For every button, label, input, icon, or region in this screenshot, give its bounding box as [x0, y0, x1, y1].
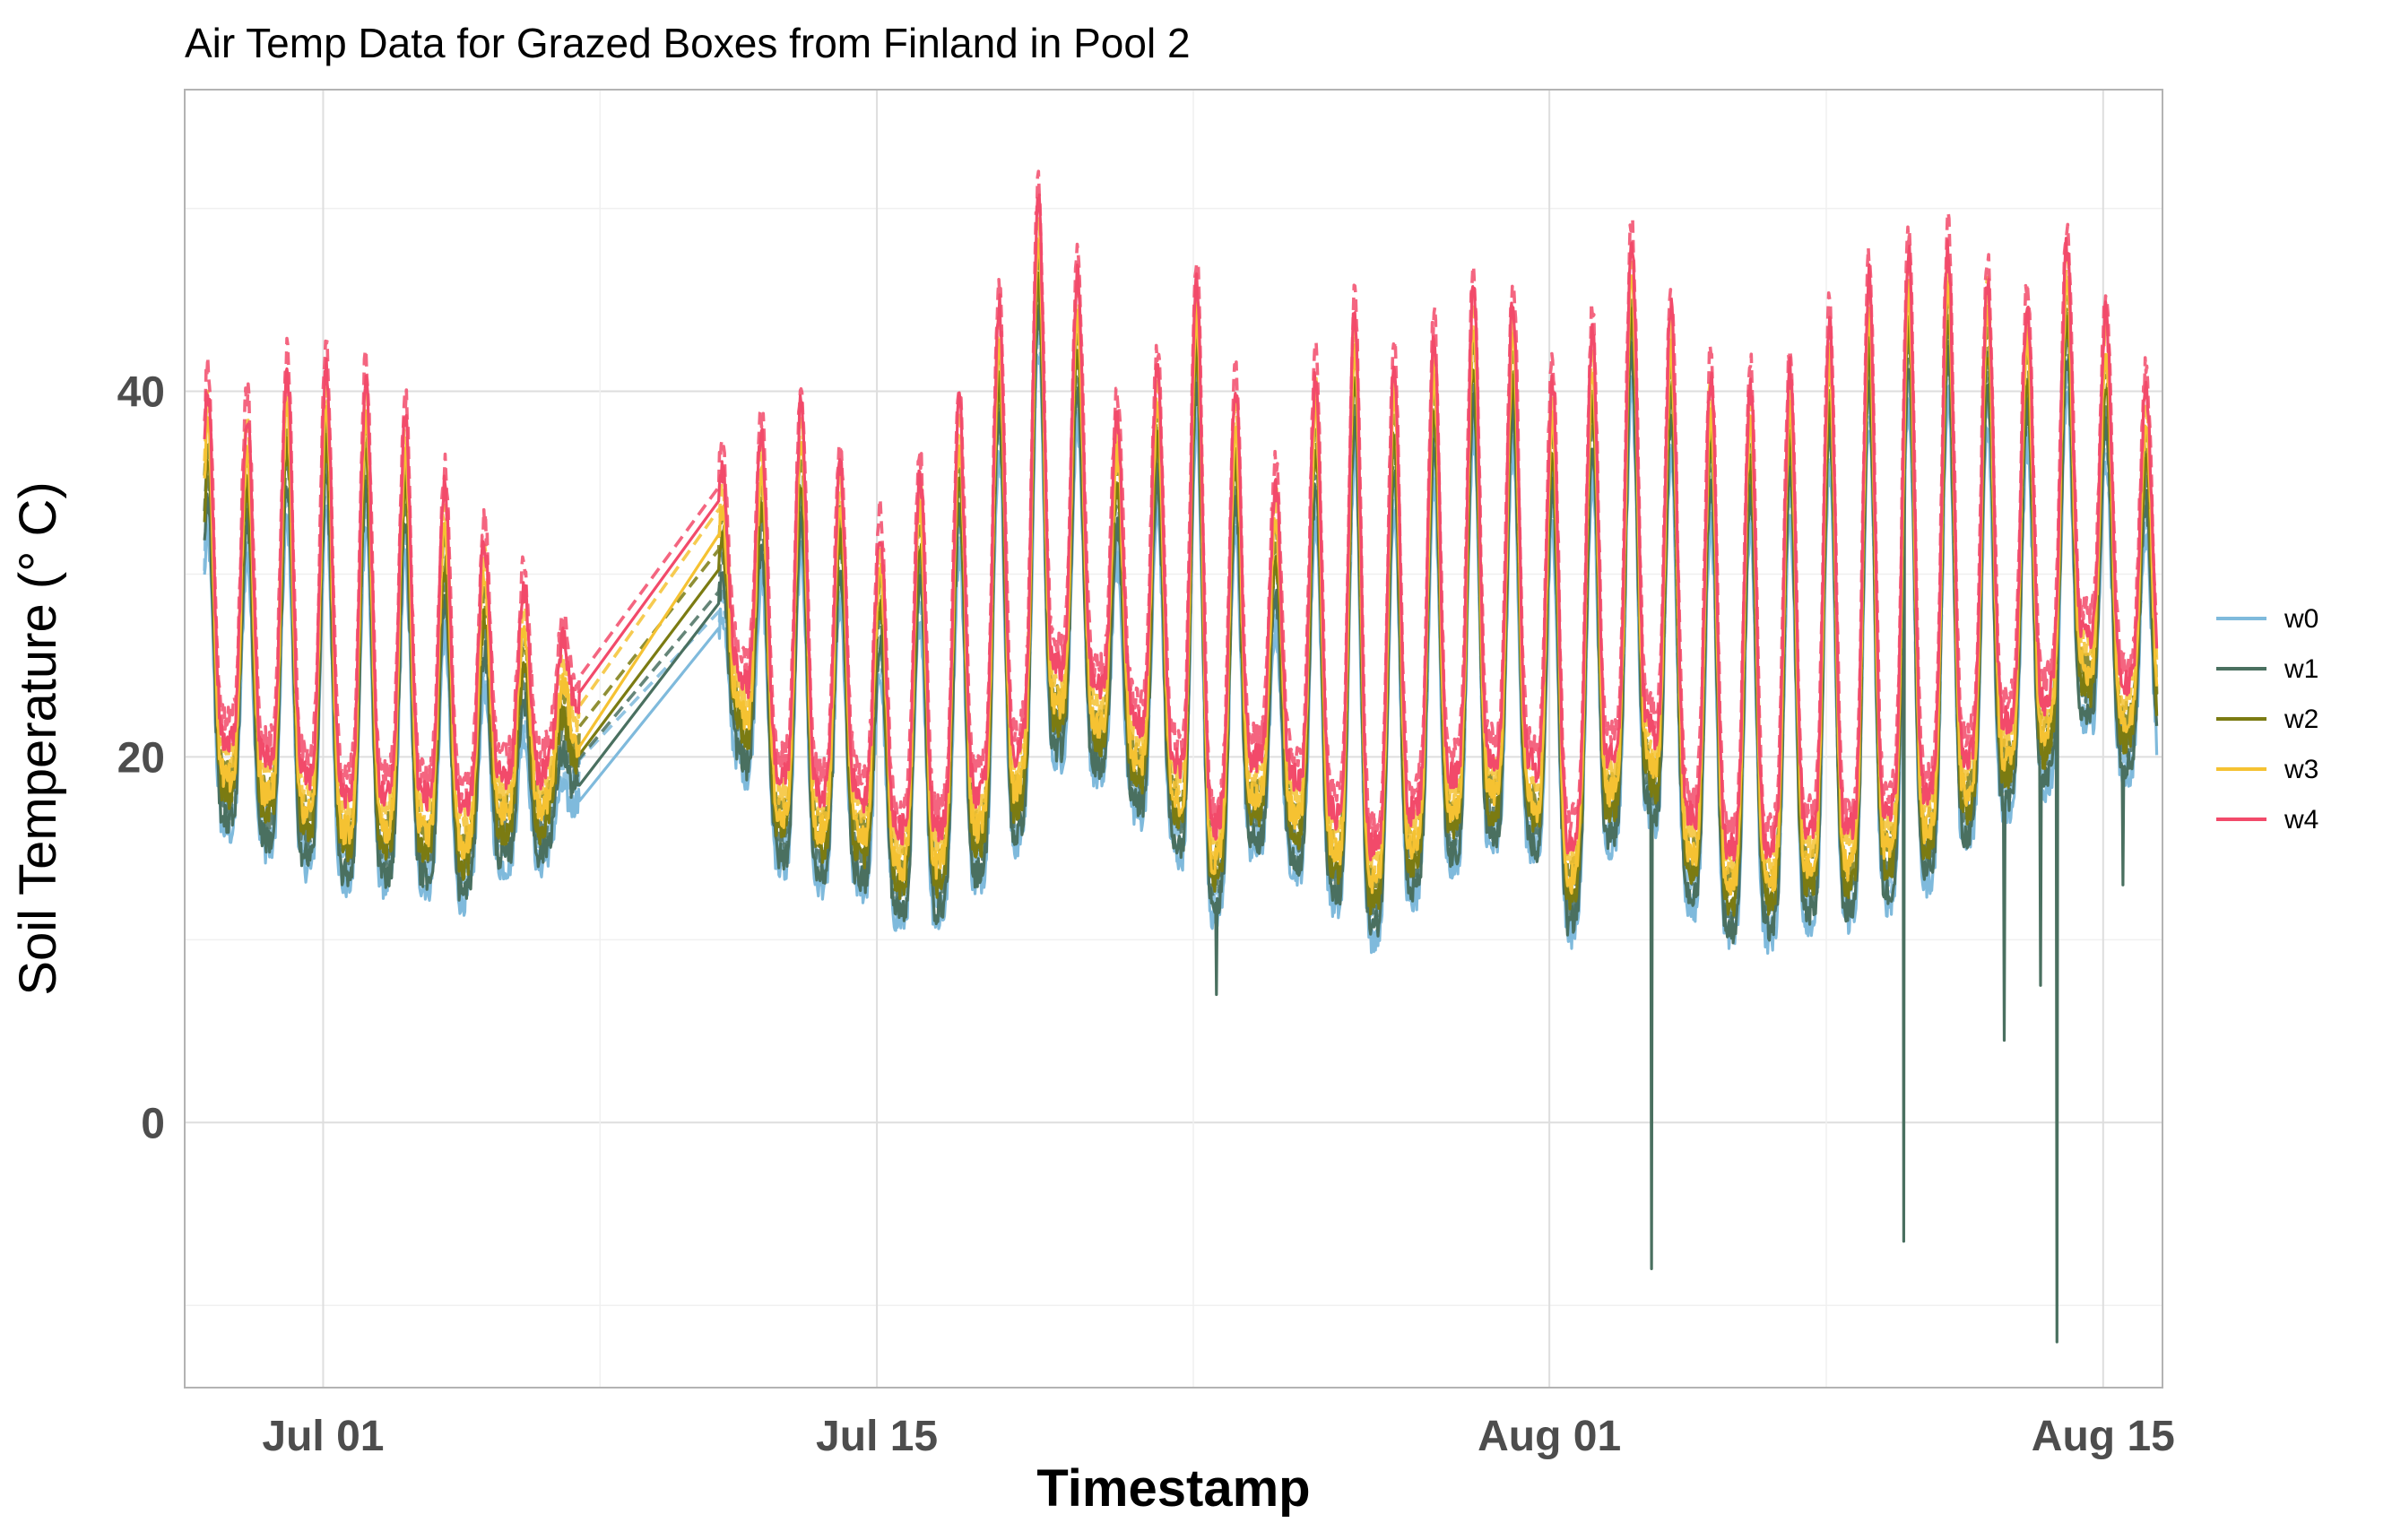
legend-label-w2: w2	[2284, 705, 2318, 734]
y-tick-label: 40	[117, 369, 165, 417]
legend-label-w0: w0	[2284, 604, 2318, 634]
x-axis-label: Timestamp	[1036, 1459, 1310, 1518]
y-axis-label: Soil Temperature (° C)	[9, 481, 67, 995]
series-line-w2-solid	[203, 271, 2159, 917]
legend-label-w4: w4	[2284, 805, 2318, 835]
x-tick-label: Jul 01	[262, 1413, 384, 1460]
legend: w0 w1 w2 w3 w4	[2216, 604, 2318, 835]
chart-title: Air Temp Data for Grazed Boxes from Finl…	[185, 20, 1191, 66]
legend-label-w1: w1	[2284, 654, 2318, 684]
y-tick-label: 0	[141, 1100, 165, 1147]
series-line-w0-solid	[203, 353, 2159, 956]
x-tick-label: Aug 15	[2032, 1413, 2175, 1460]
y-axis-ticks: 0 20 40	[117, 369, 165, 1148]
series-layer	[203, 169, 2159, 1344]
x-tick-label: Aug 01	[1478, 1413, 1621, 1460]
x-axis-ticks: Jul 01 Jul 15 Aug 01 Aug 15	[262, 1413, 2174, 1460]
legend-label-w3: w3	[2284, 755, 2318, 784]
series-line-w4-dashed	[203, 169, 2159, 840]
plot-panel	[184, 89, 2163, 1389]
series-line-w3-solid	[203, 238, 2159, 896]
y-tick-label: 20	[117, 734, 165, 782]
x-tick-label: Jul 15	[816, 1413, 938, 1460]
